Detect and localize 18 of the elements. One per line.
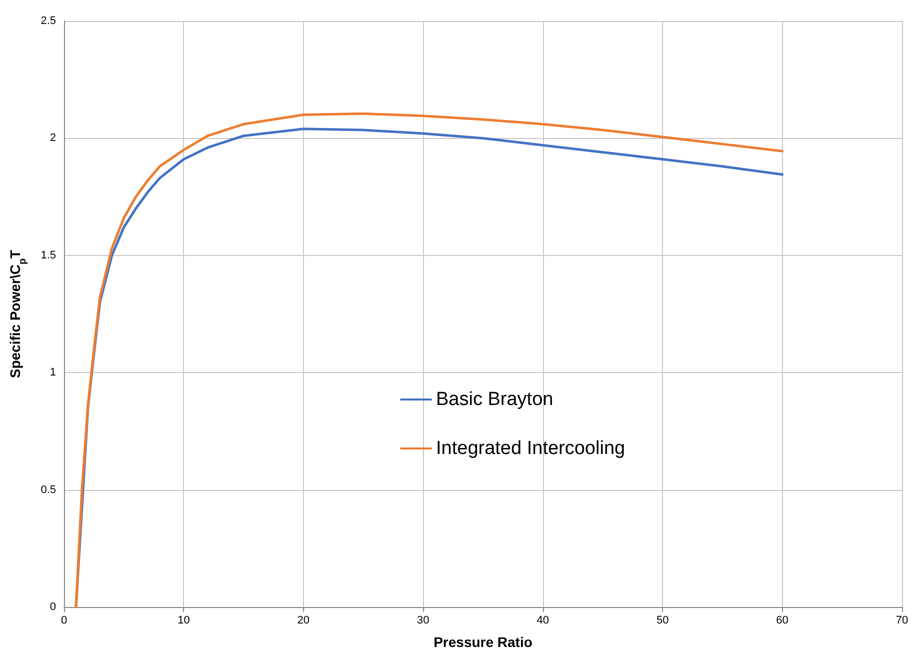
y-axis-title: Specific Power\CpT <box>7 249 28 378</box>
y-tick-label: 2.5 <box>40 15 56 27</box>
x-tick-label: 30 <box>417 614 430 626</box>
x-tick-label: 40 <box>536 614 549 626</box>
y-tick-label: 1.5 <box>40 249 56 262</box>
y-tick-label: 2 <box>50 132 56 144</box>
x-tick-label: 0 <box>60 614 68 626</box>
x-tick-label: 70 <box>896 614 908 626</box>
x-tick-label: 60 <box>776 614 788 626</box>
x-tick-label: 20 <box>297 614 310 626</box>
y-tick-label: 0.5 <box>40 484 56 496</box>
legend-label: Integrated Intercooling <box>436 438 626 459</box>
y-tick-label: 1 <box>50 366 56 379</box>
legend-label: Basic Brayton <box>436 389 554 410</box>
x-tick-label: 50 <box>656 614 669 626</box>
y-tick-label: 0 <box>50 601 56 613</box>
x-tick-label: 10 <box>178 614 190 626</box>
x-axis-title: Pressure Ratio <box>434 634 532 650</box>
